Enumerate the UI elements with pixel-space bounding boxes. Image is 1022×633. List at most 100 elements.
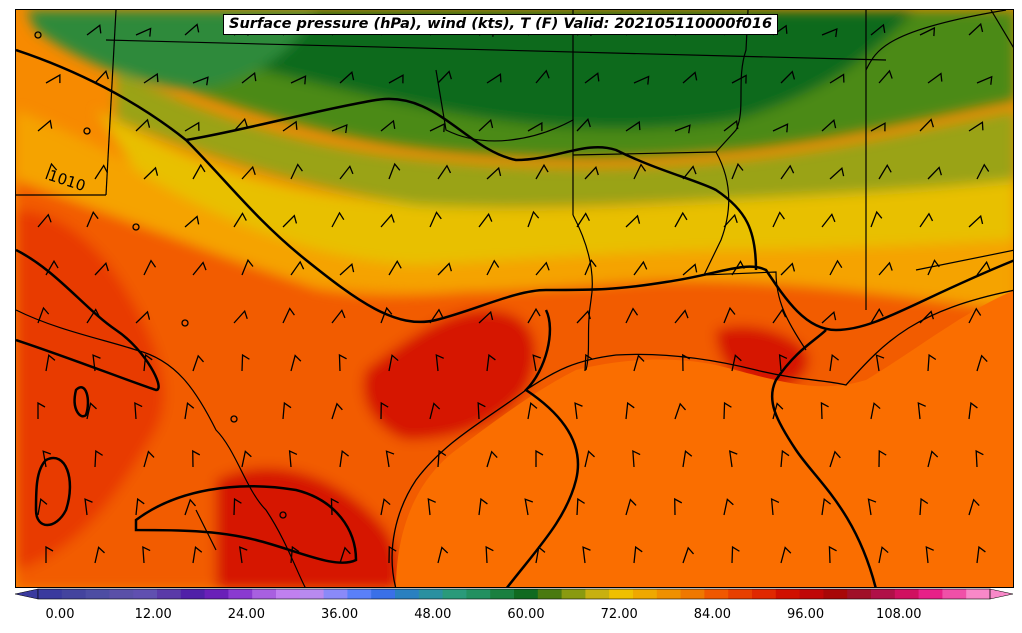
gulf-of-mexico (396, 290, 1013, 587)
wind-barb (674, 124, 691, 134)
wind-barb (42, 450, 52, 468)
wind-barb (94, 449, 103, 468)
temperature-field: 1010 (16, 10, 1013, 587)
wind-barb (143, 353, 153, 372)
colorbar-tick-label: 96.00 (786, 607, 825, 622)
wind-barb (723, 401, 732, 420)
wind-barb (625, 498, 637, 516)
wind-barb (780, 70, 796, 84)
wind-barb (282, 307, 295, 324)
colorbar-cell (157, 589, 182, 599)
wind-barb (330, 497, 339, 516)
wind-barb (625, 214, 641, 228)
colorbar-cell (537, 589, 563, 599)
border-6 (572, 151, 717, 156)
wind-barb (282, 120, 298, 132)
wind-barb (437, 164, 452, 180)
colorbar-cell (561, 589, 586, 599)
wind-barb (84, 498, 93, 516)
wind-barb (633, 545, 643, 564)
wind-barb (485, 545, 494, 564)
wind-barb (437, 70, 452, 84)
wind-barb (829, 167, 845, 180)
colorbar-tick-label: 12.00 (134, 607, 172, 622)
wind-barb (731, 162, 744, 180)
weather-map: 1010 (15, 9, 1014, 588)
wind-barb (976, 260, 991, 276)
wind-barb (968, 121, 984, 132)
wind-barb (45, 354, 56, 372)
colorbar-tick-label: 72.00 (600, 607, 638, 622)
colorbar-cell (490, 589, 515, 599)
wind-barb (184, 121, 200, 132)
wind-barb (878, 163, 892, 180)
colorbar-cell (61, 589, 87, 599)
wind-barb (142, 545, 151, 564)
wind-barb (486, 259, 500, 276)
wind-barb (829, 259, 843, 276)
wind-barb (241, 353, 250, 372)
wind-barb (780, 164, 795, 180)
wind-barb (632, 449, 641, 468)
wind-barb (878, 261, 893, 276)
wind-barb (143, 259, 157, 276)
wind-barb (184, 23, 200, 36)
wind-barb (576, 212, 590, 228)
wind-barb (731, 260, 745, 276)
wind-barb (633, 163, 647, 180)
wind-barb (780, 262, 796, 276)
wind-barb (143, 72, 159, 84)
wind-barb (339, 449, 349, 468)
wind-barb (339, 263, 355, 276)
wind-barb (770, 498, 780, 516)
wind-barb (633, 75, 650, 85)
colorbar-cell (228, 589, 253, 599)
wind-barb (380, 401, 389, 420)
wind-barb (919, 310, 934, 324)
wind-barb (584, 450, 595, 468)
colorbar-cell (609, 589, 634, 599)
wind-barb (682, 263, 698, 276)
wind-barb (241, 450, 252, 468)
wind-barb (134, 401, 143, 420)
wind-barb (429, 402, 441, 420)
colorbar-cell (680, 589, 705, 599)
wind-barb (780, 449, 790, 468)
colorbar-cell (299, 589, 325, 599)
isobar-1014 (505, 309, 580, 587)
wind-barb (380, 498, 391, 516)
wind-barb (723, 498, 734, 516)
wind-barb (878, 449, 887, 468)
wind-barb (723, 306, 736, 324)
wind-barbs (34, 21, 993, 564)
wind-barb (682, 165, 697, 180)
wind-barb (919, 26, 936, 37)
colorbar-cell (847, 589, 872, 599)
wind-barb (778, 354, 788, 372)
wind-barb (821, 213, 836, 228)
olive-zone (116, 70, 1013, 208)
wind-barb (331, 211, 345, 228)
wind-barb (86, 24, 102, 36)
wind-barb (486, 166, 502, 180)
wind-barb (192, 545, 203, 564)
colorbar-cell (514, 589, 539, 599)
wind-barb (135, 497, 145, 516)
wind-barb (524, 498, 534, 516)
wind-barb (828, 545, 837, 564)
wind-barb (143, 166, 159, 180)
wind-barb (535, 449, 544, 467)
wind-barb (976, 75, 993, 85)
wind-barb (241, 165, 256, 180)
wind-barb (233, 497, 242, 516)
wind-barb (927, 72, 943, 84)
colorbar-cell (585, 589, 610, 599)
wind-barb (380, 119, 396, 132)
wind-barb (968, 307, 982, 324)
wind-barb (975, 449, 984, 468)
wind-barb (45, 545, 54, 563)
wind-barb (723, 119, 739, 132)
wind-barb (233, 117, 248, 132)
wind-barb (435, 354, 444, 372)
wind-barb (878, 546, 889, 564)
